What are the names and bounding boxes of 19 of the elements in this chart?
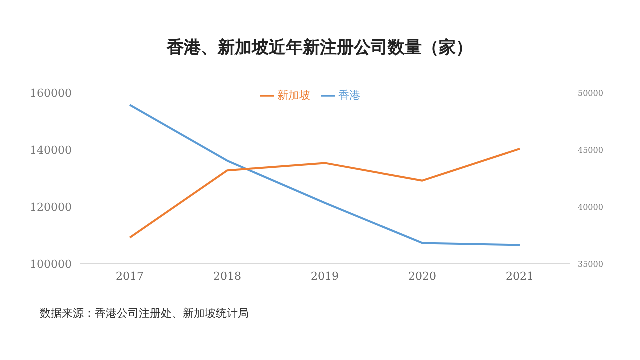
- x-tick-label: 2018: [214, 270, 242, 283]
- line-series: [129, 148, 521, 239]
- chart-title: 香港、新加坡近年新注册公司数量（家）: [166, 37, 474, 58]
- x-tick-label: 2019: [311, 270, 339, 283]
- y-tick-label: 140000: [30, 144, 72, 157]
- y2-tick-label: 40000: [578, 202, 604, 212]
- legend-label: 新加坡: [278, 89, 310, 102]
- y-tick-label: 120000: [30, 200, 72, 214]
- legend-label: 香港: [338, 89, 360, 102]
- x-tick-label: 2020: [408, 270, 436, 283]
- y2-tick-label: 45000: [578, 146, 604, 155]
- x-tick-label: 2017: [116, 270, 144, 283]
- y-tick-label: 160000: [30, 87, 72, 100]
- y2-tick-label: 35000: [578, 260, 604, 269]
- y2-tick-label: 50000: [578, 88, 604, 98]
- y-tick-label: 100000: [30, 258, 72, 271]
- line-series: [129, 104, 521, 246]
- x-tick-label: 2021: [506, 270, 534, 283]
- source-note: 数据来源：香港公司注册处、新加坡统计局: [40, 306, 249, 321]
